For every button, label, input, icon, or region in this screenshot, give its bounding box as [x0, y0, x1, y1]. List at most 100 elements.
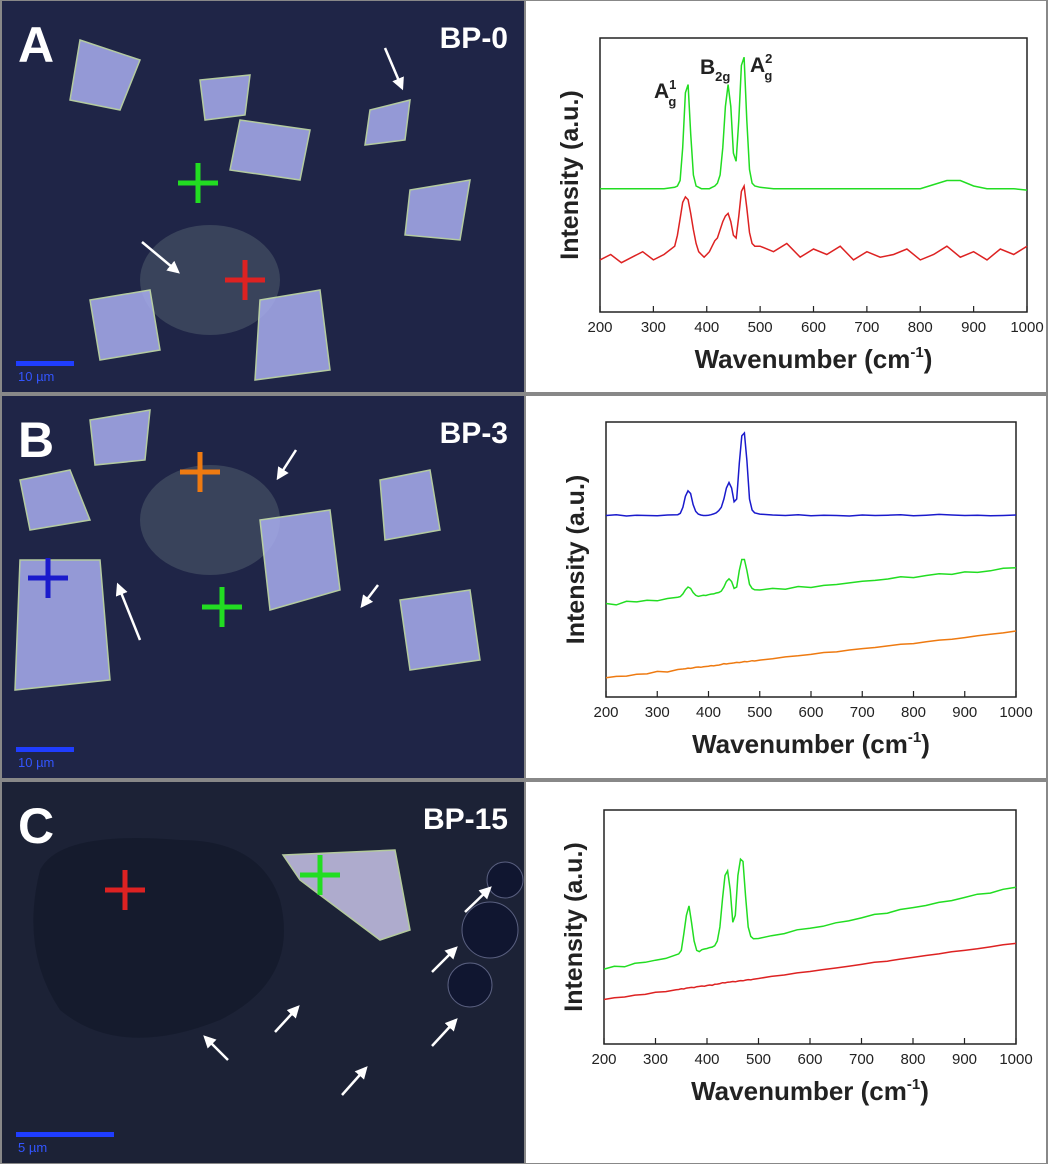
x-tick-label: 200: [591, 1051, 616, 1068]
haze: [140, 225, 280, 335]
x-axis-label-tail: ): [924, 344, 933, 374]
arrow: [383, 47, 404, 91]
x-tick-label: 800: [908, 319, 933, 336]
panel-letter: B: [18, 412, 54, 468]
x-tick-label: 900: [952, 704, 977, 721]
y-axis-label: Intensity (a.u.): [560, 842, 588, 1011]
y-axis-label: Intensity (a.u.): [556, 90, 584, 259]
y-axis-label: Intensity (a.u.): [562, 475, 590, 644]
spectra: 200 300 400 500 600 700 800 900 1000 Wavenumber (…: [556, 37, 1044, 1106]
peak-label: A1 g: [654, 77, 676, 109]
peak-label-text: B: [700, 56, 715, 79]
x-tick-label: 300: [643, 1051, 668, 1068]
sample-label: BP-3: [440, 417, 508, 450]
arrow: [141, 241, 180, 274]
chart-area: [524, 394, 1048, 780]
panel-letter: C: [18, 798, 54, 854]
peak-label-sub: g: [764, 68, 772, 83]
peak-label-sub: 2g: [715, 69, 730, 84]
x-tick-label: 800: [900, 1051, 925, 1068]
arrow: [115, 582, 142, 641]
x-axis-label: Wavenumber (cm-1): [692, 729, 930, 759]
x-axis-label-text: Wavenumber (cm: [692, 729, 908, 759]
spectrum-line: [599, 183, 1028, 264]
x-tick-label: 1000: [999, 1051, 1032, 1068]
x-tick-label: 700: [849, 1051, 874, 1068]
x-tick-label: 900: [961, 319, 986, 336]
x-tick-label: 400: [694, 1051, 719, 1068]
sample-label: BP-0: [440, 22, 508, 55]
crystal: [199, 74, 251, 121]
x-tick-label: 600: [801, 319, 826, 336]
spectrum-line: [605, 630, 1017, 679]
x-tick-label: 500: [748, 319, 773, 336]
crystal: [259, 509, 341, 611]
crystal: [229, 119, 311, 181]
spectrum-line: [605, 558, 1017, 606]
x-axis-label-sup: -1: [908, 729, 921, 746]
x-axis-label-text: Wavenumber (cm: [695, 344, 911, 374]
arrow: [274, 1005, 300, 1033]
x-tick-label: 300: [645, 704, 670, 721]
spectrum-line: [600, 56, 1028, 191]
x-tick-label: 500: [746, 1051, 771, 1068]
crystal: [89, 289, 161, 361]
crystal: [19, 469, 92, 531]
crystal: [364, 99, 411, 146]
arrow: [431, 946, 458, 973]
arrow: [341, 1066, 368, 1096]
x-tick-label: 400: [694, 319, 719, 336]
x-axis-label: Wavenumber (cm-1): [691, 1076, 929, 1106]
x-tick-label: 400: [696, 704, 721, 721]
scale-bar-label: 10 µm: [18, 369, 54, 384]
x-tick-label: 600: [798, 704, 823, 721]
x-axis-label-tail: ): [920, 1076, 929, 1106]
peak-label: B2g: [700, 56, 730, 84]
x-axis-label: Wavenumber (cm-1): [695, 344, 933, 374]
particle: [461, 901, 519, 959]
peak-label-sup: 2: [765, 51, 772, 66]
x-tick-label: 800: [901, 704, 926, 721]
x-tick-label: 900: [952, 1051, 977, 1068]
x-tick-label: 300: [641, 319, 666, 336]
x-tick-label: 600: [797, 1051, 822, 1068]
dark-region: [33, 838, 285, 1038]
crystal: [69, 39, 141, 111]
x-tick-label: 1000: [999, 704, 1032, 721]
peak-label-text: A: [654, 80, 669, 103]
scale-bar: [16, 1132, 114, 1137]
spectrum-line: [603, 857, 1017, 970]
particle: [486, 861, 524, 899]
x-axis-label-sup: -1: [907, 1076, 920, 1093]
x-tick-label: 200: [593, 704, 618, 721]
particle: [447, 962, 493, 1008]
spectrum-line: [605, 431, 1017, 517]
scale-bar-label: 10 µm: [18, 755, 54, 770]
chart-area: [524, 780, 1048, 1164]
arrow: [464, 886, 492, 913]
chart-area: [524, 0, 1048, 394]
panel-letter: A: [18, 17, 54, 73]
haze: [140, 465, 280, 575]
x-tick-label: 200: [587, 319, 612, 336]
crystal: [379, 469, 441, 541]
scale-bar: [16, 747, 74, 752]
peak-label: A2 g: [750, 51, 772, 83]
x-tick-label: 700: [850, 704, 875, 721]
peak-label-sup: 1: [669, 77, 676, 92]
x-tick-label: 500: [747, 704, 772, 721]
peak-label-sub: g: [668, 94, 676, 109]
spectrum-line: [603, 942, 1017, 1001]
sample-label: BP-15: [423, 803, 508, 836]
arrow: [360, 584, 379, 608]
arrow: [203, 1035, 229, 1061]
scale-bar: [16, 361, 74, 366]
x-tick-label: 1000: [1010, 319, 1043, 336]
crystal: [404, 179, 471, 241]
arrow: [431, 1018, 458, 1047]
crystal: [14, 559, 111, 691]
crystal: [254, 289, 331, 381]
x-axis-label-text: Wavenumber (cm: [691, 1076, 907, 1106]
